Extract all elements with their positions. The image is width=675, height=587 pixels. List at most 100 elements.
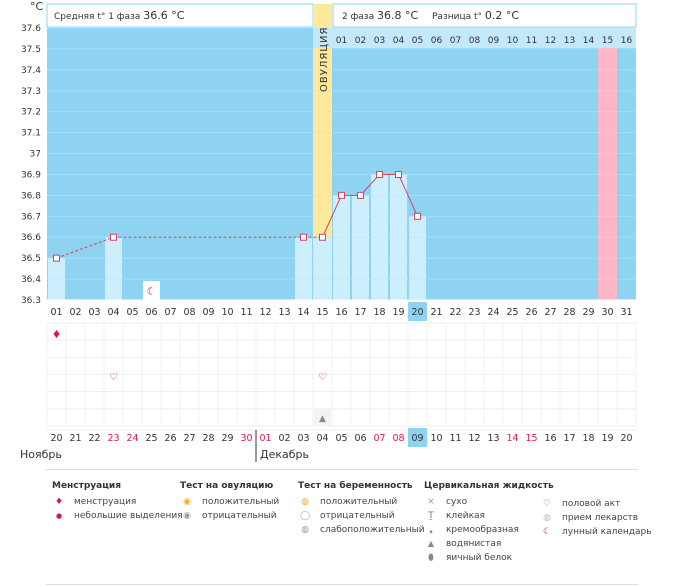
cycle-day-label: 17 [354,307,366,318]
dry-icon: × [427,497,435,507]
svg-text:Средняя t° 1 фаза 36.6 °C: Средняя t° 1 фаза 36.6 °C [54,9,185,22]
temperature-point [300,233,307,241]
phase2-day-label: 12 [545,36,556,46]
phase1-value: 36.6 °C [143,9,184,22]
test-positive-icon: ◍ [301,497,309,507]
watery-icon: ▲ [427,539,435,548]
temperature-point [357,191,364,199]
creamy-icon: ❟ [429,525,433,535]
legend-divider-top [46,469,638,470]
cycle-day-label: 14 [297,307,309,318]
calendar-date-label: 17 [563,433,575,444]
sun-positive-icon: ◉ [183,497,191,507]
calendar-date-label: 26 [164,433,176,444]
y-tick-label: 36.4 [21,275,41,285]
phase2-day-label: 14 [583,36,595,46]
moon-icon: ☾ [542,527,552,537]
month-label-november: Ноябрь [20,448,62,461]
y-tick-label: 36.8 [21,191,41,201]
phase2-day-label: 13 [564,36,575,46]
sun-negative-icon: ◉ [183,511,191,521]
calendar-date-label: 03 [297,433,309,444]
cycle-end-column [598,28,617,300]
svg-text:2 фаза 36.8 °C: 2 фаза 36.8 °C [342,9,418,22]
cycle-day-label: 08 [183,307,195,318]
units-label: °C [30,0,44,13]
cycle-day-label: 05 [126,307,138,318]
temperature-point [414,212,421,220]
heart-icon: ♡ [318,372,327,383]
watery-icon: ▲ [319,414,326,424]
calendar-date-label: 30 [240,433,252,444]
calendar-date-label: 28 [202,433,214,444]
phase2-day-label: 02 [355,36,366,46]
cycle-day-label: 18 [373,307,385,318]
calendar-date-label: 08 [392,433,404,444]
temperature-bar [333,195,350,300]
today-date-highlight [408,428,427,447]
legend-ovulation-test: Тест на овуляцию ◉ положительный ◉ отрицат… [180,481,280,521]
month-label-december: Декабрь [260,448,309,461]
y-tick-label: 37.6 [21,24,41,34]
phase2-day-label: 03 [374,36,385,46]
calendar-date-label: 10 [430,433,442,444]
y-tick-label: 36.5 [21,254,41,264]
cycle-day-label: 06 [145,307,157,318]
phase2-header-strip [313,28,636,48]
calendar-date-label: 12 [468,433,480,444]
calendar-date-label: 01 [259,433,271,444]
phase2-day-label: 16 [621,36,633,46]
diff-value: 0.2 °C [485,9,519,22]
calendar-date-label: 06 [354,433,366,444]
phase2-value: 36.8 °C [377,9,418,22]
phase2-day-label: 09 [488,36,500,46]
y-tick-label: 36.6 [21,233,41,243]
y-tick-label: 36.3 [21,296,41,306]
legend-divider-bottom [46,584,638,585]
cycle-day-label: 11 [240,307,252,318]
temperature-bar [352,195,369,300]
cycle-day-label: 20 [411,307,423,318]
phase2-day-label: 08 [469,36,481,46]
calendar-date-label: 07 [373,433,385,444]
phase2-day-label: 10 [507,36,519,46]
diff-label: Разница t° [432,12,482,22]
calendar-date-label: 20 [50,433,62,444]
calendar-date-label: 29 [221,433,233,444]
ovulation-label: ОВУЛЯЦИЯ [319,27,330,93]
cycle-day-label: 13 [278,307,290,318]
cycle-day-label: 21 [430,307,442,318]
calendar-date-label: 25 [145,433,157,444]
cycle-day-label: 29 [582,307,594,318]
calendar-date-label: 22 [88,433,100,444]
temperature-point [395,170,402,178]
phase1-label: Средняя t° 1 фаза [54,12,140,22]
cycle-day-label: 09 [202,307,214,318]
phase2-day-label: 15 [602,36,613,46]
cycle-day-label: 02 [69,307,81,318]
calendar-date-label: 13 [487,433,499,444]
calendar-date-label: 05 [335,433,347,444]
cycle-day-label: 16 [335,307,347,318]
test-weak-icon: ◍ [301,525,309,535]
y-tick-label: 37.2 [21,108,41,118]
phase2-box [332,3,637,28]
legend-pregnancy-test: Тест на беременность ◍ положительный ◯ отр… [298,481,425,535]
drop-double-icon: ♦ [54,497,64,507]
y-tick-label: 37 [30,150,41,160]
calendar-date-label: 14 [506,433,518,444]
cycle-day-label: 22 [449,307,461,318]
calendar-date-label: 21 [69,433,81,444]
cycle-day-label: 28 [563,307,575,318]
temperature-bar [295,237,312,300]
cycle-day-label: 04 [107,307,119,318]
calendar-date-label: 18 [582,433,594,444]
lunar-marker-box [143,281,160,300]
calendar-date-label: 24 [126,433,138,444]
calendar-date-label: 15 [525,433,537,444]
cycle-day-label: 23 [468,307,480,318]
phase2-day-label: 07 [450,36,461,46]
temperature-point [53,254,60,262]
pill-icon: ◍ [543,513,551,523]
